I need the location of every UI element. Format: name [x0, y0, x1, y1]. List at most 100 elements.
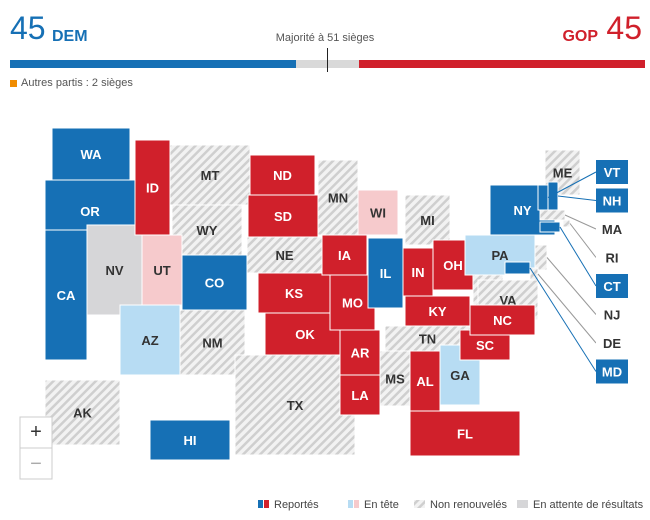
state	[179, 309, 246, 376]
other-swatch	[10, 80, 17, 87]
state-box	[596, 160, 628, 184]
leader-line	[569, 223, 597, 258]
leader-line	[564, 214, 597, 230]
state-label: LA	[351, 388, 369, 403]
seat-bar-left	[10, 60, 296, 68]
state	[234, 354, 356, 456]
gop-count: 45	[606, 10, 642, 46]
state-label: ID	[146, 181, 159, 196]
state-label: AR	[351, 346, 370, 361]
leader-line	[559, 226, 597, 287]
state	[317, 159, 359, 236]
state-label: MS	[385, 372, 405, 387]
state	[539, 209, 566, 221]
state-box	[596, 331, 628, 355]
state	[469, 304, 536, 336]
state	[404, 194, 451, 246]
state	[404, 295, 471, 327]
state-label: MA	[602, 222, 623, 237]
state	[367, 237, 404, 309]
legend-swatch	[264, 500, 269, 508]
state-label: IL	[380, 266, 392, 281]
state	[539, 221, 561, 233]
legend-swatch	[348, 500, 353, 508]
state	[534, 244, 548, 271]
legend-swatch	[258, 500, 263, 508]
other-text: Autres partis : 2 sièges	[21, 77, 133, 89]
state	[51, 127, 131, 181]
state-label: ND	[273, 168, 292, 183]
gop-label: GOP	[562, 28, 598, 45]
state-label: MD	[602, 365, 622, 380]
state	[44, 379, 121, 446]
leader-line	[547, 171, 597, 198]
state	[562, 219, 571, 228]
state	[86, 224, 143, 316]
state	[547, 181, 559, 211]
majority-text: Majorité à 51 sièges	[275, 32, 375, 44]
legend-swatch	[414, 500, 425, 508]
state-label: NM	[202, 336, 222, 351]
state-label: ME	[553, 166, 573, 181]
state-label: KS	[285, 286, 303, 301]
state-label: CO	[205, 276, 225, 291]
state-box	[596, 217, 628, 241]
state-label: AK	[73, 406, 92, 421]
state	[257, 272, 331, 314]
leader-line	[537, 273, 597, 344]
state	[249, 154, 316, 196]
state	[409, 410, 521, 457]
state-label: UT	[153, 263, 170, 278]
state-label: FL	[457, 427, 473, 442]
leader-line	[546, 257, 597, 315]
zoom-in[interactable]: +	[30, 421, 42, 443]
state	[134, 139, 171, 236]
state-box	[596, 245, 628, 270]
state-label: WA	[81, 147, 103, 162]
state-label: OH	[443, 258, 463, 273]
state	[246, 236, 323, 274]
state	[119, 304, 181, 376]
state-label: NJ	[604, 308, 621, 323]
state-label: MO	[342, 296, 363, 311]
state	[171, 204, 243, 256]
state-box	[596, 302, 628, 327]
state	[169, 144, 251, 206]
state-label: MN	[328, 191, 348, 206]
state-label: NV	[105, 263, 123, 278]
state-label: RI	[606, 251, 619, 266]
zoom-out[interactable]: −	[30, 453, 42, 475]
state-label: TX	[287, 398, 304, 413]
state-label: DE	[603, 336, 621, 351]
state-label: MT	[201, 168, 220, 183]
state-label: NC	[493, 313, 512, 328]
state-label: VT	[604, 165, 621, 180]
state-label: NY	[513, 203, 531, 218]
state-box	[596, 359, 628, 384]
majority-marker	[327, 48, 328, 72]
state	[537, 184, 549, 211]
legend-label: Non renouvelés	[430, 499, 508, 511]
state	[357, 189, 399, 236]
state	[149, 419, 231, 461]
state-label: PA	[491, 248, 509, 263]
state-label: WY	[197, 223, 218, 238]
state-label: KY	[428, 304, 446, 319]
state-box	[596, 274, 628, 298]
state-label: OK	[295, 327, 315, 342]
state-label: NE	[275, 248, 293, 263]
dem-label: DEM	[52, 28, 88, 45]
state	[321, 234, 368, 276]
legend-swatch	[517, 500, 528, 508]
seat-bar-right	[359, 60, 645, 68]
leader-line	[529, 267, 597, 372]
state	[141, 234, 183, 306]
state-label: SC	[476, 338, 495, 353]
state-label: SD	[274, 209, 292, 224]
state-label: TN	[419, 332, 436, 347]
state-label: AL	[416, 374, 433, 389]
state-label: OR	[80, 204, 100, 219]
state-label: GA	[450, 368, 470, 383]
